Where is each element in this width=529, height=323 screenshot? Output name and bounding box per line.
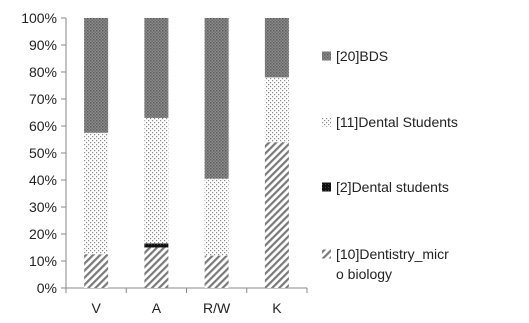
y-tick-label: 70%	[29, 91, 57, 107]
y-tick-label: 100%	[21, 10, 57, 26]
y-tick-label: 0%	[37, 280, 57, 296]
legend: [20]BDS [11]Dental Students [2]Dental stud…	[322, 48, 458, 282]
legend-label: [2]Dental students	[336, 179, 449, 195]
legend-swatch	[322, 249, 331, 259]
y-axis: 0% 10% 20% 30% 40% 50% 60% 70% 80% 90% 100%	[21, 10, 67, 296]
legend-swatch	[322, 117, 331, 127]
y-tick-label: 50%	[29, 145, 57, 161]
y-tick-label: 30%	[29, 199, 57, 215]
y-tick-label: 80%	[29, 64, 57, 80]
bar-segment	[264, 77, 289, 143]
bar-segment	[144, 117, 169, 244]
legend-swatch	[322, 51, 331, 61]
bar-segment	[204, 18, 229, 179]
bar-segment	[84, 254, 109, 288]
bar-segment	[144, 243, 169, 248]
x-tick-label: A	[152, 300, 162, 316]
y-tick-label: 60%	[29, 118, 57, 134]
legend-swatch	[322, 182, 331, 192]
y-tick-label: 90%	[29, 37, 57, 53]
legend-label: [20]BDS	[336, 48, 388, 64]
bar-segment	[264, 142, 289, 288]
bar-segment	[204, 255, 229, 288]
bar-segment	[144, 18, 169, 118]
bar-segment	[144, 247, 169, 288]
bar-segment	[204, 178, 229, 256]
bar-segment	[264, 18, 289, 78]
y-tick-label: 10%	[29, 253, 57, 269]
bar-segment	[84, 132, 109, 255]
x-axis: V A R/W K	[65, 287, 308, 316]
bars	[84, 18, 289, 288]
y-tick-label: 40%	[29, 172, 57, 188]
y-tick-label: 20%	[29, 226, 57, 242]
x-tick-label: R/W	[203, 300, 231, 316]
x-tick-label: K	[272, 300, 282, 316]
legend-label: [10]Dentistry_micr	[336, 246, 449, 262]
bar-segment	[84, 18, 109, 133]
x-tick-label: V	[91, 300, 101, 316]
legend-label: [11]Dental Students	[336, 114, 458, 130]
legend-label: o biology	[336, 266, 392, 282]
